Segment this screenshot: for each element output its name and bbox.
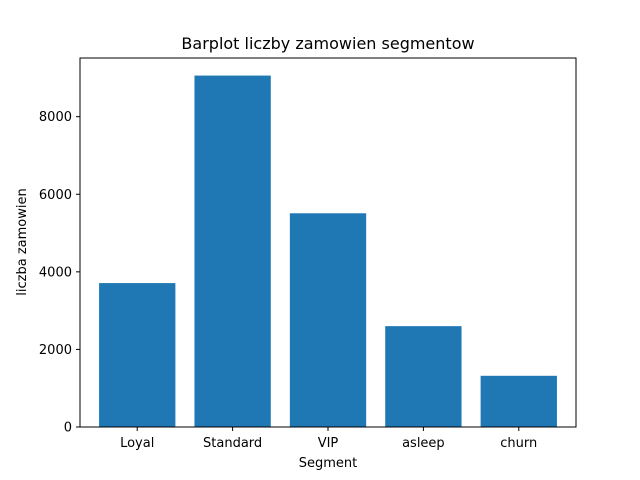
x-axis-ticks: Loyal Standard VIP asleep churn xyxy=(120,427,537,451)
x-tick-label: churn xyxy=(500,436,537,451)
x-tick-label: asleep xyxy=(402,436,445,451)
bar-loyal xyxy=(99,283,176,427)
y-tick-label: 8000 xyxy=(39,110,72,125)
x-axis-label: Segment xyxy=(299,456,358,471)
y-tick-label: 0 xyxy=(64,421,72,436)
x-tick-label: VIP xyxy=(318,436,339,451)
x-tick-label: Loyal xyxy=(120,436,154,451)
bar-vip xyxy=(289,213,367,427)
y-tick-label: 4000 xyxy=(39,265,72,280)
y-tick-label: 2000 xyxy=(39,343,72,358)
plot-area-frame xyxy=(79,57,577,428)
x-tick-label: Standard xyxy=(203,436,262,451)
bar-churn xyxy=(480,375,557,427)
chart-title: Barplot liczby zamowien segmentow xyxy=(181,34,474,53)
y-axis-label: liczba zamowien xyxy=(15,188,30,295)
y-axis-ticks: 0 2000 4000 6000 8000 xyxy=(39,110,80,436)
y-tick-label: 6000 xyxy=(39,188,72,203)
bar-asleep xyxy=(385,326,462,427)
bar-standard xyxy=(194,75,271,427)
bars-group xyxy=(99,75,557,427)
